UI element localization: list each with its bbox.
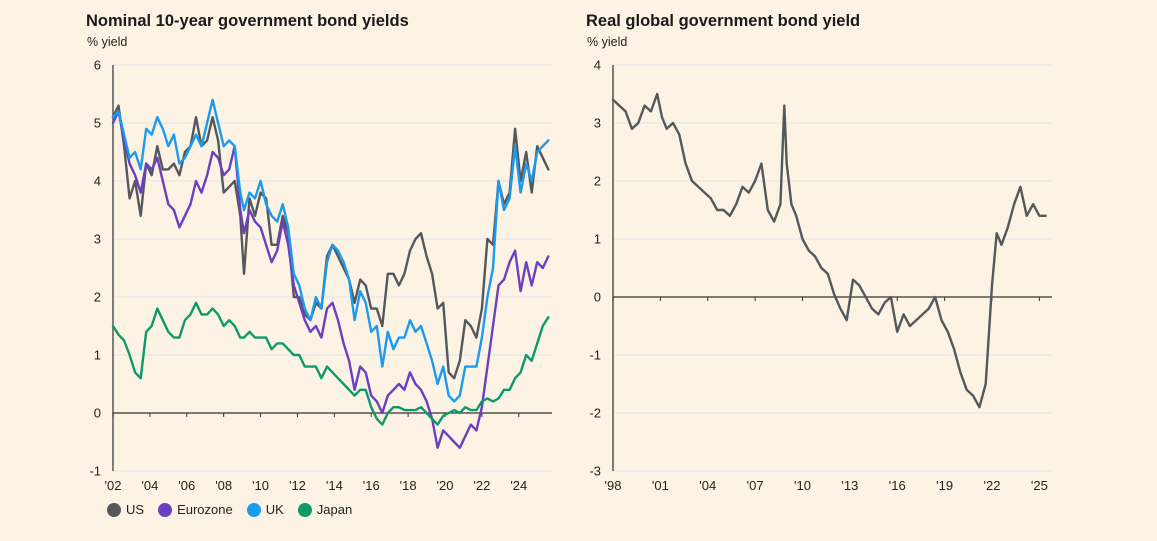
right-xtick-label: '10: [794, 478, 811, 493]
left-ytick-label: 0: [94, 406, 101, 421]
left-chart-title: Nominal 10-year government bond yields: [86, 12, 409, 30]
right-ytick-label: 3: [594, 116, 601, 131]
right-ytick-label: 1: [594, 232, 601, 247]
left-xtick-label: '24: [510, 478, 527, 493]
right-xtick-label: '01: [652, 478, 669, 493]
left-ytick-label: -1: [89, 464, 101, 479]
legend-item-eurozone[interactable]: Eurozone: [158, 502, 233, 517]
left-xtick-label: '02: [105, 478, 122, 493]
left-ytick-label: 6: [94, 58, 101, 73]
left-xtick-label: '18: [400, 478, 417, 493]
right-ytick-label: 0: [594, 290, 601, 305]
left-xtick-label: '22: [473, 478, 490, 493]
right-chart-unit: % yield: [587, 35, 628, 49]
left-ytick-label: 5: [94, 116, 101, 131]
right-xtick-label: '16: [889, 478, 906, 493]
legend-dot-japan-icon: [297, 502, 312, 517]
legend-label-us: US: [126, 502, 145, 517]
right-xtick-label: '07: [747, 478, 764, 493]
legend-dot-uk-icon: [246, 502, 261, 517]
right-xtick-label: '22: [984, 478, 1001, 493]
right-series-real-global-yield: [611, 92, 1047, 409]
right-chart-title: Real global government bond yield: [586, 12, 861, 30]
left-ytick-label: 2: [94, 290, 101, 305]
left-xtick-label: '20: [437, 478, 454, 493]
left-ytick-label: 1: [94, 348, 101, 363]
left-series-eurozone: [111, 110, 550, 449]
right-xtick-label: '19: [936, 478, 953, 493]
legend-item-japan[interactable]: Japan: [297, 502, 353, 517]
legend-label-eurozone: Eurozone: [177, 502, 233, 517]
left-ytick-label: 3: [94, 232, 101, 247]
left-xtick-label: '06: [178, 478, 195, 493]
left-xtick-label: '08: [215, 478, 232, 493]
left-xtick-label: '16: [363, 478, 380, 493]
right-xtick-label: '04: [699, 478, 716, 493]
legend-label-uk: UK: [265, 502, 284, 517]
legend-item-uk[interactable]: UK: [246, 502, 284, 517]
left-xtick-label: '10: [252, 478, 269, 493]
right-xtick-label: '98: [605, 478, 622, 493]
right-ytick-label: 4: [594, 58, 601, 73]
right-ytick-label: 2: [594, 174, 601, 189]
legend-dot-eurozone-icon: [158, 502, 173, 517]
right-ytick-label: -3: [589, 464, 601, 479]
left-chart-unit: % yield: [87, 35, 128, 49]
right-ytick-label: -1: [589, 348, 601, 363]
legend-label-japan: Japan: [316, 502, 353, 517]
legend-item-us[interactable]: US: [107, 502, 144, 517]
left-series-japan: [111, 301, 550, 426]
left-xtick-label: '12: [289, 478, 306, 493]
right-xtick-label: '13: [841, 478, 858, 493]
left-xtick-label: '14: [326, 478, 343, 493]
left-ytick-label: 4: [94, 174, 101, 189]
legend: US Eurozone UK Japan: [107, 502, 366, 517]
right-ytick-label: -2: [589, 406, 601, 421]
right-xtick-label: '25: [1031, 478, 1048, 493]
legend-dot-us-icon: [107, 502, 121, 517]
left-xtick-label: '04: [141, 478, 158, 493]
left-series-uk: [111, 98, 550, 403]
